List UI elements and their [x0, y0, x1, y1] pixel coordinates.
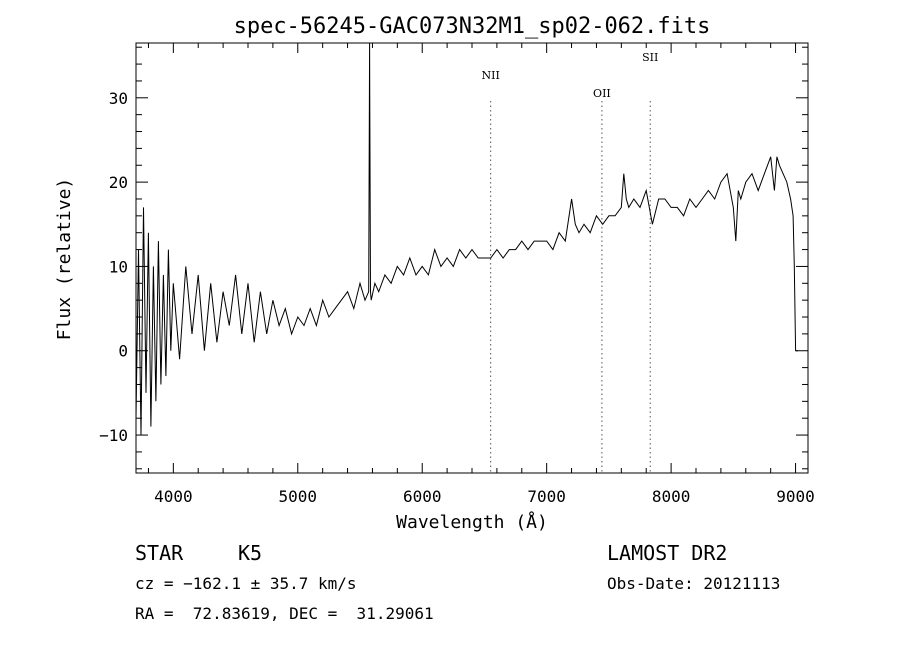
- observation-date: Obs-Date: 20121113: [607, 574, 781, 593]
- object-class: STAR: [135, 541, 184, 565]
- y-tick-label: 30: [109, 89, 128, 108]
- x-tick-label: 4000: [154, 487, 193, 506]
- coordinates-line: RA = 72.83619, DEC = 31.29061: [135, 604, 434, 623]
- spectrum-line: [136, 43, 798, 436]
- x-tick-label: 5000: [279, 487, 318, 506]
- y-tick-label: 0: [118, 342, 128, 361]
- x-tick-label: 6000: [403, 487, 442, 506]
- object-subclass: K5: [238, 541, 263, 565]
- x-tick-label: 7000: [527, 487, 566, 506]
- y-tick-label: 10: [109, 257, 128, 276]
- emission-line-oii-label: OII: [593, 87, 611, 100]
- emission-line-sii-label: SII: [642, 51, 658, 64]
- y-tick-label: 20: [109, 173, 128, 192]
- x-axis-label: Wavelength (Å): [396, 511, 548, 533]
- emission-line-nii-label: NII: [482, 69, 500, 82]
- redshift-line: cz = −162.1 ± 35.7 km/s: [135, 574, 357, 593]
- survey-name: LAMOST DR2: [607, 541, 728, 565]
- chart-title: spec-56245-GAC073N32M1_sp02-062.fits: [234, 14, 711, 39]
- y-tick-label: −10: [99, 426, 128, 445]
- plot-frame: [135, 42, 809, 474]
- y-axis-label: Flux (relative): [54, 178, 75, 341]
- x-tick-label: 8000: [652, 487, 691, 506]
- x-tick-label: 9000: [776, 487, 815, 506]
